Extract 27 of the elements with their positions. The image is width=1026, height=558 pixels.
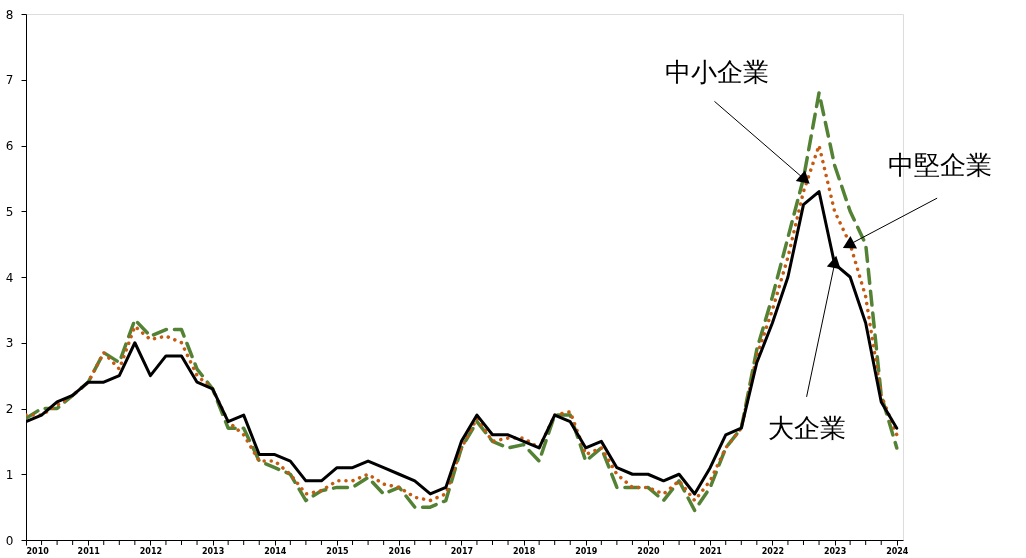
x-tick-label: 2011 <box>77 546 101 556</box>
x-tick-label: 2014 <box>264 546 287 556</box>
x-tick-label: 2022 <box>761 546 785 556</box>
y-tick-label: 3 <box>5 336 14 351</box>
x-tick-label: 2020 <box>637 546 661 556</box>
x-tick-label: 2016 <box>388 546 412 556</box>
y-tick-label: 8 <box>5 7 14 22</box>
x-tick-label: 2015 <box>326 546 350 556</box>
x-tick-label: 2024 <box>886 546 909 556</box>
y-tick-label: 5 <box>5 204 14 219</box>
x-tick-label: 2021 <box>699 546 723 556</box>
y-tick-label: 4 <box>5 270 14 285</box>
annotation: 大企業 <box>767 412 846 443</box>
annotation: 中小企業 <box>665 57 770 88</box>
x-tick-label: 2019 <box>575 546 598 556</box>
x-tick-label: 2013 <box>201 546 225 556</box>
x-tick-label: 2017 <box>450 546 474 556</box>
x-tick-label: 2018 <box>512 546 536 556</box>
x-tick-label: 2023 <box>823 546 847 556</box>
y-tick-label: 1 <box>5 467 14 482</box>
y-tick-label: 0 <box>5 533 14 548</box>
x-tick-label: 2010 <box>26 546 50 556</box>
x-tick-label: 2012 <box>139 546 163 556</box>
y-tick-label: 7 <box>5 73 14 88</box>
annotation: 中堅企業 <box>888 150 993 181</box>
y-tick-label: 6 <box>5 139 14 153</box>
y-tick-label: 2 <box>5 402 14 416</box>
